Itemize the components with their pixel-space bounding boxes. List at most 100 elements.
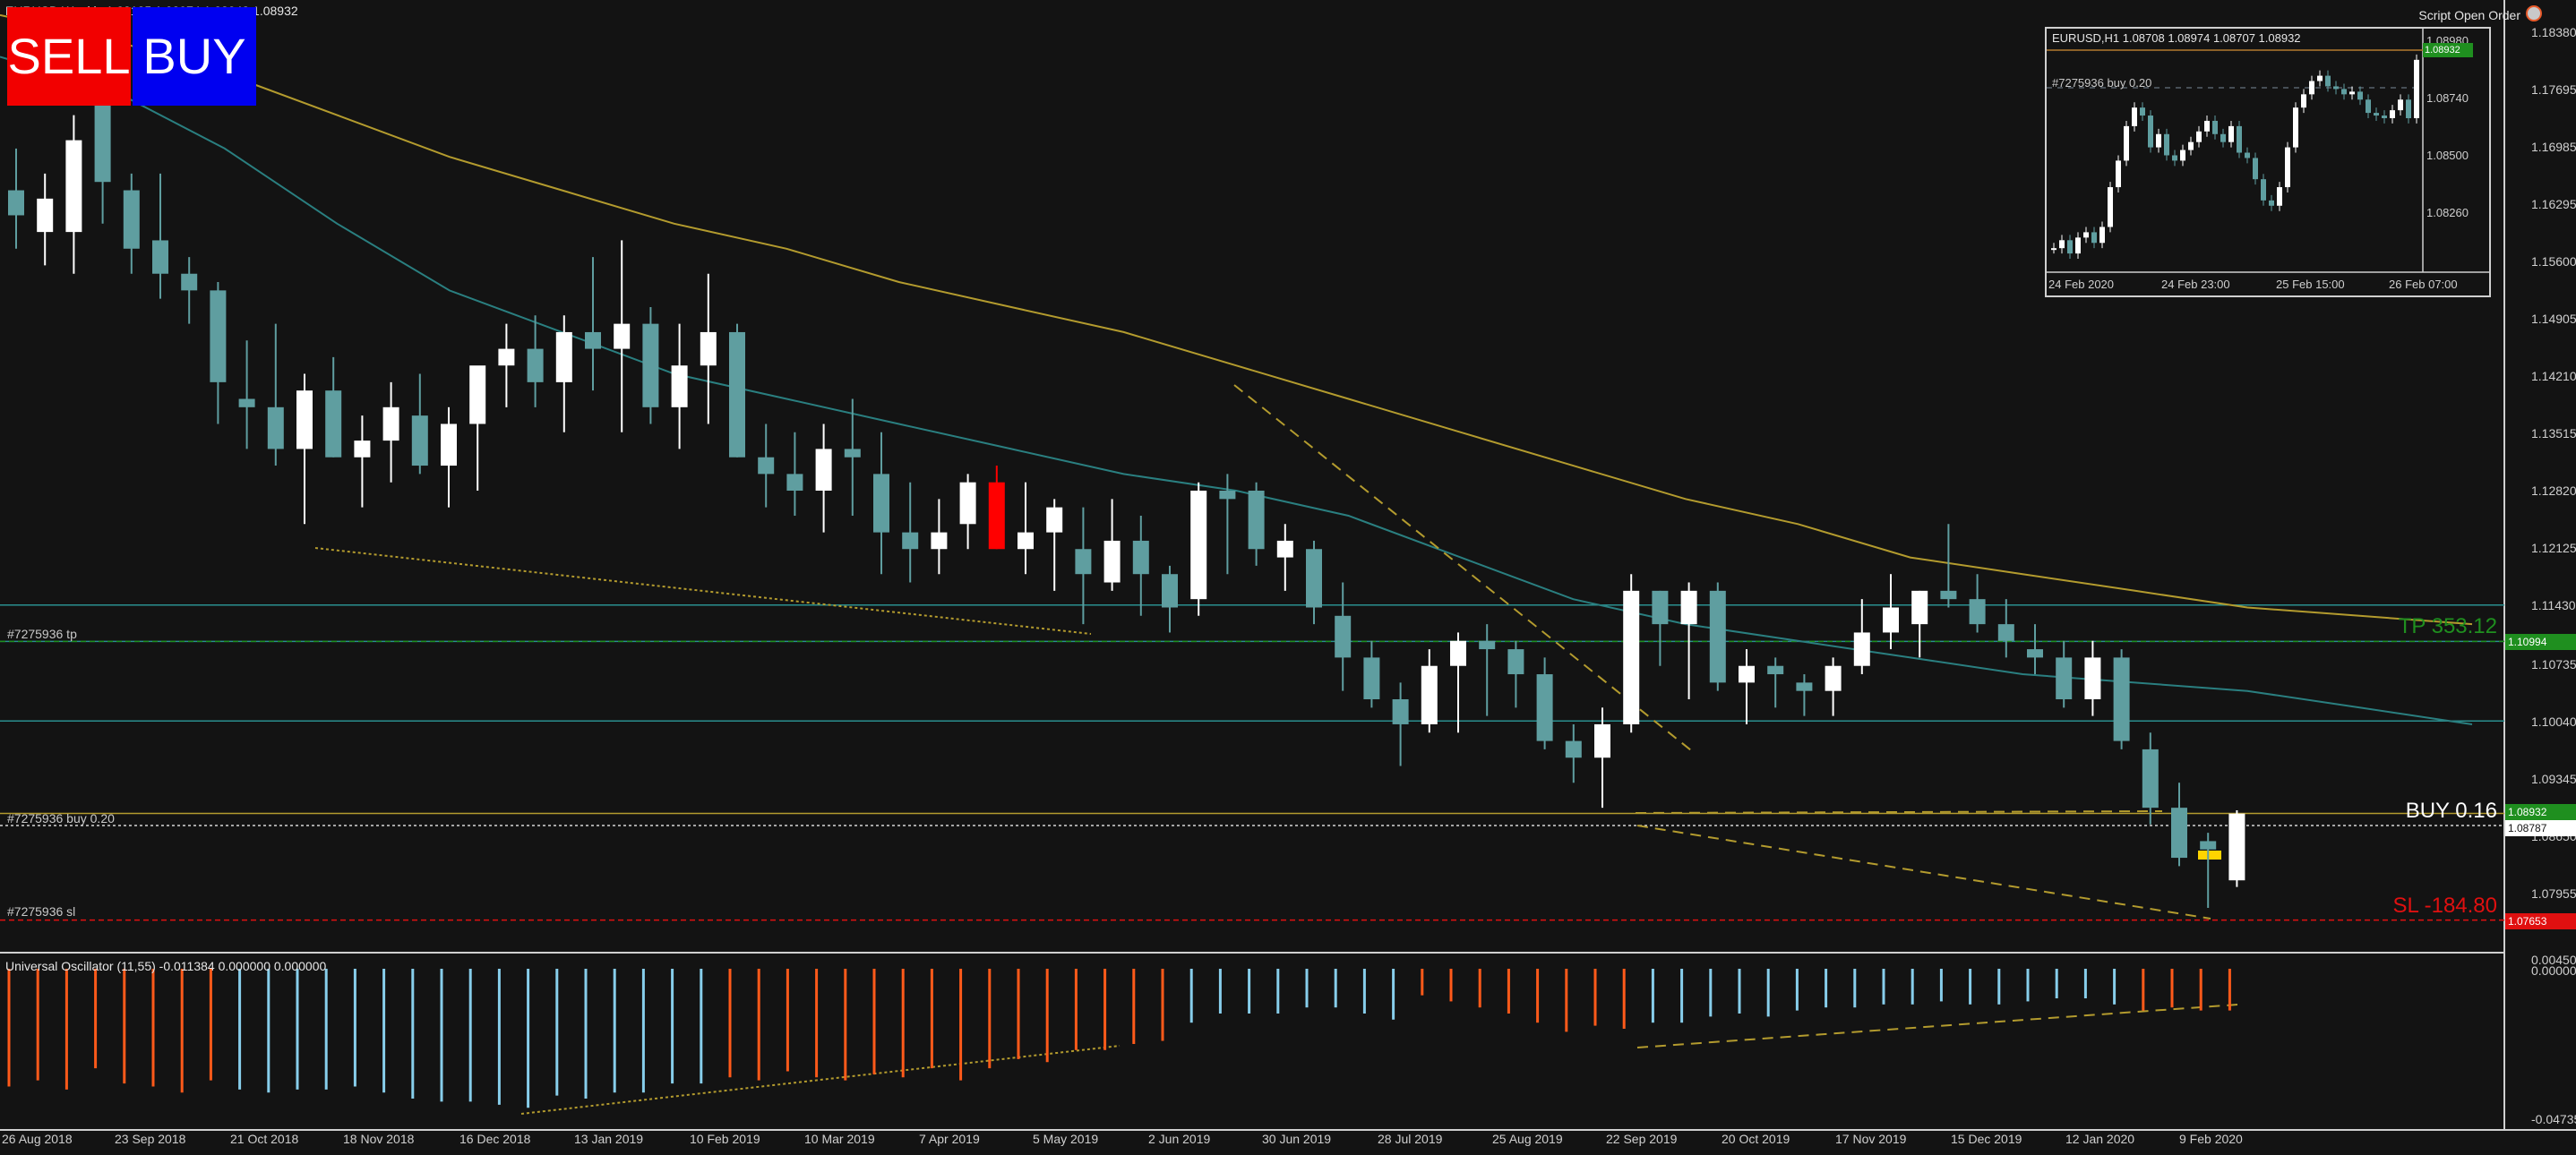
- sl-loss-label: SL -184.80: [2392, 894, 2497, 918]
- candle-body: [1853, 632, 1870, 666]
- date-tick: 20 Oct 2019: [1722, 1132, 1790, 1146]
- trendline-left: [314, 547, 1092, 635]
- candle-body: [931, 532, 948, 550]
- h1-candle-body: [2067, 240, 2073, 254]
- sl-order-tag[interactable]: #7275936 sl: [7, 904, 76, 919]
- candle-body: [2056, 657, 2073, 699]
- script-status-icon[interactable]: [2526, 5, 2542, 21]
- price-tick: 1.12820: [2531, 483, 2576, 498]
- tp-order-tag[interactable]: #7275936 tp: [7, 627, 77, 641]
- bid-price-box: 1.08932: [2505, 804, 2576, 820]
- trendline-upper: [1233, 384, 1692, 751]
- candle-body: [1421, 665, 1438, 724]
- trendline-entry-box: [1635, 810, 2163, 814]
- candle-body: [382, 406, 399, 441]
- trend-lines[interactable]: [314, 384, 2238, 1115]
- candle-body: [325, 390, 342, 458]
- candle-body: [267, 406, 284, 449]
- candle-body: [123, 190, 140, 249]
- osc-trendline-right: [1636, 1004, 2238, 1048]
- inset-order-tag[interactable]: #7275936 buy 0.20: [2052, 76, 2152, 90]
- candle-body: [238, 398, 255, 407]
- date-tick: 15 Dec 2019: [1951, 1132, 2022, 1146]
- candle-body: [988, 482, 1005, 550]
- h1-candle-body: [2051, 248, 2057, 251]
- candle-body: [2171, 808, 2187, 859]
- trendline-lower: [1636, 825, 2211, 920]
- oscillator-zero-tick: 0.000000: [2531, 963, 2576, 978]
- h1-candle-body: [2172, 155, 2177, 161]
- candle-body: [729, 331, 745, 458]
- oscillator-bottom-tick: -0.047353: [2531, 1112, 2576, 1126]
- candle-body: [1162, 574, 1178, 608]
- candle-body: [1075, 549, 1092, 575]
- inset-title: EURUSD,H1 1.08708 1.08974 1.08707 1.0893…: [2052, 31, 2301, 45]
- h1-candle-body: [2140, 107, 2145, 116]
- tp-price-box: 1.10994: [2505, 634, 2576, 650]
- entry-order-tag[interactable]: #7275936 buy 0.20: [7, 811, 115, 826]
- inset-date-tick: 25 Feb 15:00: [2276, 278, 2345, 291]
- date-tick: 21 Oct 2018: [230, 1132, 299, 1146]
- candle-body: [1767, 665, 1784, 675]
- h1-candle-body: [2382, 116, 2387, 118]
- candle-body: [873, 474, 889, 533]
- date-tick: 16 Dec 2018: [459, 1132, 531, 1146]
- candle-body: [37, 198, 54, 233]
- candle-body: [1363, 657, 1380, 699]
- candle-body: [527, 348, 544, 382]
- candle-body: [1796, 682, 1813, 691]
- h1-candle-body: [2390, 110, 2395, 118]
- candle-body: [585, 331, 601, 349]
- candle-body: [786, 474, 803, 492]
- candle-body: [1507, 649, 1524, 675]
- candle-body: [2027, 649, 2043, 658]
- candle-body: [1392, 698, 1409, 724]
- h1-candle-body: [2333, 86, 2339, 90]
- osc-trendline-left: [520, 1045, 1121, 1115]
- buy-button[interactable]: BUY: [133, 7, 256, 106]
- candle-body: [152, 240, 168, 274]
- candle-body: [1536, 674, 1553, 741]
- entry-marker-bar: [2198, 851, 2221, 860]
- candle-body: [1565, 740, 1582, 758]
- h1-candle-body: [2156, 133, 2161, 148]
- inset-price-tick: 1.08500: [2426, 149, 2469, 162]
- h1-candle-body: [2124, 125, 2129, 161]
- candle-body: [210, 290, 227, 382]
- candle-body: [1709, 590, 1726, 683]
- h1-inset-chart[interactable]: EURUSD,H1 1.08708 1.08974 1.08707 1.0893…: [2045, 27, 2491, 297]
- h1-candle-body: [2309, 81, 2314, 95]
- date-tick: 28 Jul 2019: [1378, 1132, 1443, 1146]
- candle-body: [642, 323, 659, 407]
- candle-body: [1190, 491, 1207, 600]
- sell-button[interactable]: SELL: [7, 7, 131, 106]
- candle-body: [2200, 841, 2217, 850]
- h1-candle-body: [2099, 227, 2105, 244]
- h1-candle-body: [2148, 116, 2153, 148]
- candle-body: [1739, 665, 1755, 683]
- h1-candle-body: [2349, 91, 2355, 95]
- inset-date-tick: 26 Feb 07:00: [2389, 278, 2458, 291]
- candle-body: [959, 482, 976, 525]
- candle-body: [469, 365, 486, 424]
- price-tick: 1.14210: [2531, 369, 2576, 383]
- candle-body: [1997, 624, 2014, 641]
- candlesticks: [8, 31, 2245, 908]
- script-label: Script Open Order: [2418, 8, 2520, 22]
- h1-candle-body: [2196, 131, 2202, 142]
- h1-candle-body: [2132, 107, 2137, 126]
- candle-body: [1219, 491, 1236, 500]
- candle-body: [1594, 723, 1610, 758]
- candle-body: [2084, 657, 2101, 699]
- candle-body: [700, 331, 717, 366]
- h1-candle-body: [2277, 187, 2282, 206]
- candle-body: [354, 441, 371, 458]
- candle-body: [2142, 749, 2159, 808]
- h1-candle-body: [2116, 160, 2121, 188]
- h1-candle-body: [2237, 125, 2242, 153]
- candle-body: [1825, 665, 1842, 691]
- candle-body: [1652, 590, 1669, 625]
- h1-candle-body: [2414, 59, 2419, 118]
